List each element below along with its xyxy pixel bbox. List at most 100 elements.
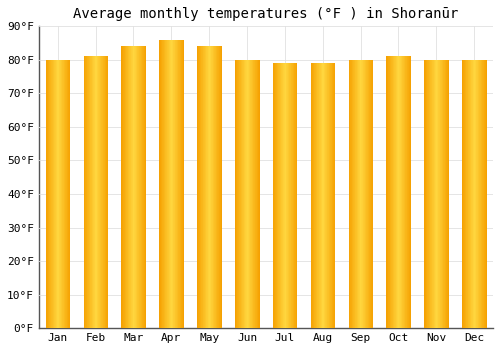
- Bar: [245, 60, 246, 328]
- Bar: [398, 56, 400, 328]
- Bar: [467, 60, 468, 328]
- Bar: [66, 60, 68, 328]
- Bar: [431, 60, 432, 328]
- Bar: [397, 56, 398, 328]
- Bar: [214, 47, 215, 328]
- Bar: [360, 60, 361, 328]
- Bar: [217, 47, 218, 328]
- Bar: [325, 63, 326, 328]
- Bar: [285, 63, 286, 328]
- Bar: [235, 60, 236, 328]
- Bar: [434, 60, 436, 328]
- Bar: [104, 56, 105, 328]
- Bar: [221, 47, 222, 328]
- Bar: [469, 60, 470, 328]
- Bar: [473, 60, 474, 328]
- Bar: [408, 56, 409, 328]
- Bar: [166, 40, 168, 328]
- Bar: [425, 60, 426, 328]
- Bar: [210, 47, 212, 328]
- Bar: [474, 60, 475, 328]
- Bar: [237, 60, 238, 328]
- Bar: [465, 60, 466, 328]
- Bar: [65, 60, 66, 328]
- Bar: [350, 60, 351, 328]
- Bar: [181, 40, 182, 328]
- Bar: [55, 60, 56, 328]
- Bar: [354, 60, 356, 328]
- Bar: [52, 60, 53, 328]
- Bar: [334, 63, 336, 328]
- Title: Average monthly temperatures (°F ) in Shoranūr: Average monthly temperatures (°F ) in Sh…: [74, 7, 458, 21]
- Bar: [250, 60, 251, 328]
- Bar: [472, 60, 473, 328]
- Bar: [394, 56, 395, 328]
- Bar: [466, 60, 467, 328]
- Bar: [129, 47, 130, 328]
- Bar: [160, 40, 161, 328]
- Bar: [320, 63, 321, 328]
- Bar: [254, 60, 256, 328]
- Bar: [468, 60, 469, 328]
- Bar: [278, 63, 279, 328]
- Bar: [470, 60, 472, 328]
- Bar: [202, 47, 203, 328]
- Bar: [410, 56, 411, 328]
- Bar: [333, 63, 334, 328]
- Bar: [446, 60, 447, 328]
- Bar: [90, 56, 91, 328]
- Bar: [475, 60, 476, 328]
- Bar: [326, 63, 328, 328]
- Bar: [401, 56, 402, 328]
- Bar: [243, 60, 244, 328]
- Bar: [62, 60, 63, 328]
- Bar: [125, 47, 126, 328]
- Bar: [403, 56, 404, 328]
- Bar: [477, 60, 478, 328]
- Bar: [282, 63, 284, 328]
- Bar: [252, 60, 253, 328]
- Bar: [246, 60, 248, 328]
- Bar: [297, 63, 298, 328]
- Bar: [198, 47, 199, 328]
- Bar: [322, 63, 323, 328]
- Bar: [482, 60, 483, 328]
- Bar: [404, 56, 405, 328]
- Bar: [99, 56, 100, 328]
- Bar: [208, 47, 209, 328]
- Bar: [163, 40, 164, 328]
- Bar: [238, 60, 240, 328]
- Bar: [362, 60, 364, 328]
- Bar: [353, 60, 354, 328]
- Bar: [134, 47, 135, 328]
- Bar: [182, 40, 184, 328]
- Bar: [53, 60, 54, 328]
- Bar: [178, 40, 179, 328]
- Bar: [130, 47, 132, 328]
- Bar: [173, 40, 174, 328]
- Bar: [63, 60, 64, 328]
- Bar: [244, 60, 245, 328]
- Bar: [170, 40, 171, 328]
- Bar: [144, 47, 145, 328]
- Bar: [293, 63, 294, 328]
- Bar: [92, 56, 93, 328]
- Bar: [86, 56, 88, 328]
- Bar: [136, 47, 137, 328]
- Bar: [56, 60, 57, 328]
- Bar: [406, 56, 408, 328]
- Bar: [485, 60, 486, 328]
- Bar: [102, 56, 104, 328]
- Bar: [84, 56, 85, 328]
- Bar: [366, 60, 367, 328]
- Bar: [46, 60, 47, 328]
- Bar: [122, 47, 124, 328]
- Bar: [197, 47, 198, 328]
- Bar: [372, 60, 373, 328]
- Bar: [140, 47, 141, 328]
- Bar: [313, 63, 314, 328]
- Bar: [484, 60, 485, 328]
- Bar: [141, 47, 142, 328]
- Bar: [312, 63, 313, 328]
- Bar: [364, 60, 365, 328]
